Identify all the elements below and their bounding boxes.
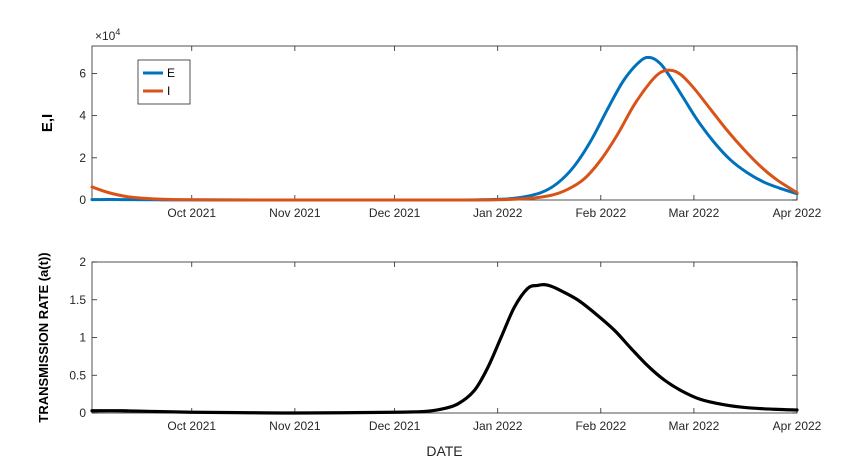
top-plot: Oct 2021 Nov 2021 Dec 2021 Jan 2022 Feb 2022… — [39, 27, 822, 220]
x-tick-label: Oct 2021 — [167, 206, 216, 220]
x-tick-label: Nov 2021 — [269, 419, 321, 433]
x-tick-label: Jan 2022 — [473, 206, 523, 220]
x-tick-label: Dec 2021 — [369, 419, 421, 433]
y-tick-label: 2 — [79, 151, 86, 165]
x-tick-label: Nov 2021 — [269, 206, 321, 220]
y-tick-label: 0 — [79, 193, 86, 207]
y-tick-label: 0 — [79, 406, 86, 420]
x-tick-label: Feb 2022 — [575, 206, 626, 220]
x-tick-label: Oct 2021 — [167, 419, 216, 433]
x-axis-label: DATE — [426, 443, 462, 459]
x-tick-label: Mar 2022 — [669, 206, 720, 220]
bottom-plot: Oct 2021 Nov 2021 Dec 2021 Jan 2022 Feb 2022… — [36, 252, 822, 459]
series-line-i — [90, 68, 799, 202]
y-tick-label: 0.5 — [69, 368, 86, 382]
plot-area-0 — [91, 45, 798, 201]
x-tick-label: Mar 2022 — [669, 419, 720, 433]
legend-label-i: I — [167, 84, 170, 98]
x-tick-label: Apr 2022 — [773, 206, 822, 220]
legend-box — [137, 59, 191, 105]
series-line-transmission-rate — [90, 283, 799, 415]
y-axis-label: TRANSMISSION RATE (a(t)) — [36, 252, 51, 422]
y-tick-label: 1 — [79, 331, 86, 345]
legend-label-e: E — [167, 66, 175, 80]
x-tick-label: Jan 2022 — [473, 419, 523, 433]
y-tick-label: 2 — [79, 255, 86, 269]
y-tick-label: 1.5 — [69, 293, 86, 307]
series-line-e — [90, 55, 799, 202]
legend: EI — [137, 59, 191, 105]
y-tick-label: 6 — [79, 66, 86, 80]
x-tick-label: Apr 2022 — [773, 419, 822, 433]
x-tick-label: Feb 2022 — [575, 419, 626, 433]
x-tick-label: Dec 2021 — [369, 206, 421, 220]
y-tick-label: 4 — [79, 109, 86, 123]
y-exponent-label: ×104 — [95, 27, 120, 43]
y-axis-label: E,I — [39, 114, 56, 132]
plot-area-1 — [91, 261, 798, 414]
